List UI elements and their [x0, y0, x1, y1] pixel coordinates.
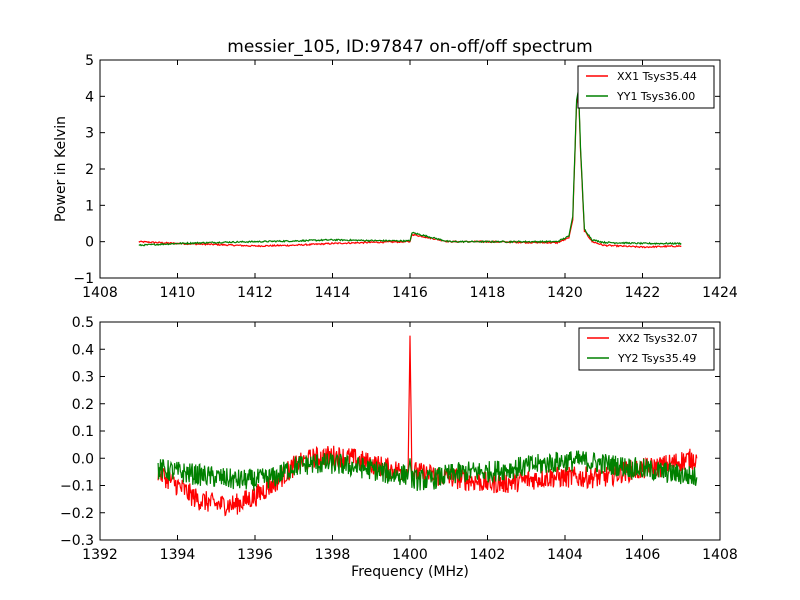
top-x-tick-label: 1414: [315, 285, 351, 301]
series-line-yy2: [157, 450, 698, 491]
bottom-x-tick-label: 1406: [625, 547, 661, 563]
bottom-legend-box: [578, 327, 715, 371]
bottom-y-tick-label: −0.2: [60, 506, 94, 522]
bottom-legend: XX2 Tsys32.07 YY2 Tsys35.49: [578, 327, 715, 371]
bottom-y-tick-label: 0.5: [72, 315, 94, 331]
legend-label-yy2: YY2 Tsys35.49: [617, 352, 696, 365]
bottom-series-lines: [157, 335, 698, 517]
top-x-tick-label: 1412: [237, 285, 273, 301]
bottom-x-tick-label: 1408: [702, 547, 738, 563]
bottom-x-tick-label: 1404: [547, 547, 583, 563]
top-panel: messier_105, ID:97847 on-off/off spectru…: [53, 37, 738, 301]
legend-label-yy1: YY1 Tsys36.00: [616, 90, 695, 103]
top-legend-box: [577, 65, 715, 109]
top-y-tick-label: 5: [85, 53, 94, 69]
bottom-y-tick-label: −0.3: [60, 533, 94, 549]
bottom-y-tick-label: −0.1: [60, 479, 94, 495]
bottom-x-tick-label: 1392: [82, 547, 118, 563]
bottom-y-tick-label: 0.2: [72, 397, 94, 413]
top-y-tick-label: −1: [73, 271, 94, 287]
series-line-yy1: [138, 88, 682, 247]
bottom-x-tick-label: 1394: [160, 547, 196, 563]
top-y-tick-label: 4: [85, 89, 94, 105]
top-y-axis-label: Power in Kelvin: [53, 116, 69, 222]
top-x-tick-label: 1420: [547, 285, 583, 301]
top-x-tick-label: 1408: [82, 285, 118, 301]
top-legend: XX1 Tsys35.44 YY1 Tsys36.00: [577, 65, 715, 109]
chart-title: messier_105, ID:97847 on-off/off spectru…: [227, 37, 592, 57]
bottom-x-tick-label: 1396: [237, 547, 273, 563]
top-series-lines: [138, 88, 682, 249]
top-y-tick-label: 2: [85, 162, 94, 178]
top-x-tick-label: 1416: [392, 285, 428, 301]
bottom-y-tick-label: 0.4: [72, 342, 94, 358]
bottom-axis-ticks: 1392 1394 1396 1398 1400 1402 1404 1406 1408 −0.3…: [60, 315, 738, 563]
bottom-x-tick-label: 1398: [315, 547, 351, 563]
legend-label-xx2: XX2 Tsys32.07: [618, 332, 698, 345]
bottom-plot-frame: [99, 321, 721, 541]
series-line-xx1: [138, 92, 682, 249]
top-x-tick-label: 1418: [470, 285, 506, 301]
bottom-panel: Frequency (MHz) 1392 1394 1396 1398 1400 1402…: [60, 315, 738, 580]
top-y-tick-label: 1: [85, 198, 94, 214]
bottom-y-tick-label: 0.3: [72, 370, 94, 386]
top-x-tick-label: 1410: [160, 285, 196, 301]
bottom-y-tick-label: 0.0: [72, 451, 94, 467]
top-y-tick-label: 0: [85, 235, 94, 251]
top-axis-ticks: 1408 1410 1412 1414 1416 1418 1420 1422 1424 −1 0 1…: [73, 53, 738, 301]
legend-label-xx1: XX1 Tsys35.44: [617, 70, 697, 83]
top-plot-frame: [99, 59, 721, 279]
bottom-x-axis-label: Frequency (MHz): [351, 564, 469, 580]
top-x-tick-label: 1424: [702, 285, 738, 301]
top-y-tick-label: 3: [85, 126, 94, 142]
bottom-x-tick-label: 1400: [392, 547, 428, 563]
bottom-y-tick-label: 0.1: [72, 424, 94, 440]
top-x-tick-label: 1422: [625, 285, 661, 301]
bottom-x-tick-label: 1402: [470, 547, 506, 563]
